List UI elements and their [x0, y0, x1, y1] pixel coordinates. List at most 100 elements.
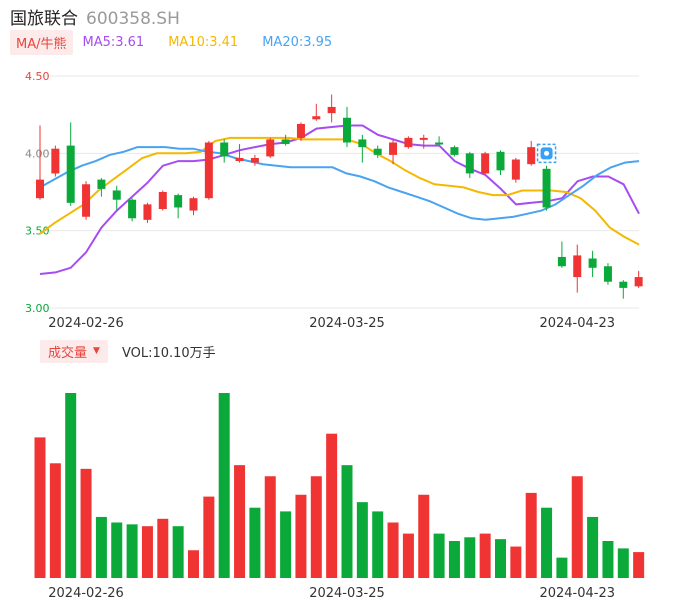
price-grid [40, 75, 639, 309]
candle-body [450, 147, 459, 155]
volume-bar [326, 433, 338, 578]
candle-body [220, 142, 229, 157]
candle [542, 165, 551, 211]
volume-bar [617, 548, 629, 578]
volume-bar [341, 465, 353, 578]
candle-body [419, 137, 428, 140]
candle-body [358, 139, 367, 148]
candle-body [174, 195, 183, 208]
candle-body [296, 123, 305, 138]
volume-bar [402, 533, 414, 578]
ma-legend: MA/牛熊 MA5:3.61 MA10:3.41 MA20:3.95 [10, 29, 332, 55]
volume-bar [356, 502, 368, 578]
volume-bar [602, 541, 614, 578]
candle [496, 150, 505, 175]
candle-body [143, 204, 152, 220]
volume-bars [34, 393, 645, 578]
volume-bar [264, 476, 276, 578]
volume-bar [95, 516, 107, 578]
candle-body [66, 145, 75, 203]
y-tick-label: 3.50 [25, 225, 50, 238]
candle-body [527, 147, 536, 165]
candle-body [481, 153, 490, 174]
volume-bar [510, 546, 522, 578]
candle-body [511, 159, 520, 180]
volume-bar [141, 526, 153, 578]
volume-bar [188, 550, 199, 578]
volume-header: 成交量 ▼ VOL:10.10万手 [40, 339, 216, 363]
x-tick-label: 2024-04-23 [539, 586, 615, 601]
y-tick-label: 3.00 [25, 302, 50, 315]
volume-bar [65, 393, 77, 578]
candle [220, 139, 229, 163]
volume-bar [556, 557, 568, 578]
candle [158, 190, 167, 211]
volume-bar [249, 507, 261, 578]
candle-body [634, 277, 643, 287]
candle-body [573, 255, 582, 278]
candle-body [158, 192, 167, 210]
candle-body [36, 179, 44, 199]
x-tick-label: 2024-04-23 [539, 316, 615, 331]
candlesticks [36, 94, 643, 299]
candle [419, 134, 428, 149]
candle-body [588, 258, 597, 268]
highlight-marker [536, 143, 557, 164]
candle-body [266, 139, 275, 157]
candle-body [404, 137, 413, 148]
volume-indicator-label: 成交量 [48, 345, 88, 361]
candle-body [327, 106, 336, 114]
candle [619, 280, 628, 299]
candle [481, 151, 490, 175]
candle [204, 140, 213, 200]
stock-header: 国旅联合 600358.SH [10, 4, 180, 29]
candle [82, 181, 91, 220]
candle [327, 94, 336, 123]
candle [343, 106, 351, 148]
volume-bar [448, 541, 460, 578]
candle-body [603, 266, 612, 282]
volume-bar [571, 476, 583, 578]
volume-bar [234, 465, 246, 578]
candle [358, 134, 367, 163]
ma-lines [39, 124, 640, 275]
volume-bar [525, 492, 537, 578]
y-tick-label: 4.50 [25, 70, 50, 83]
volume-bar [433, 533, 445, 578]
date-axis-top: 2024-02-26 2024-03-25 2024-04-23 [48, 316, 615, 331]
candle-body [189, 198, 198, 211]
candle [189, 196, 198, 216]
volume-bar [387, 522, 399, 578]
candle-body [235, 157, 244, 162]
marker-frame [536, 143, 557, 164]
candle [112, 185, 121, 211]
volume-indicator-selector[interactable]: 成交量 ▼ [40, 339, 108, 363]
candle [373, 145, 382, 158]
candle [603, 263, 612, 285]
candle-body [250, 157, 259, 163]
candle-body [281, 139, 290, 145]
candle [66, 122, 75, 206]
candle-body [128, 199, 137, 219]
candle [404, 136, 413, 149]
ma-indicator-selector[interactable]: MA/牛熊 [10, 29, 73, 55]
candle [97, 178, 106, 197]
volume-value: VOL:10.10万手 [121, 345, 216, 361]
volume-bar [34, 437, 46, 578]
stock-name: 国旅联合 [10, 9, 78, 29]
volume-bar [126, 524, 138, 578]
volume-bar [495, 539, 506, 578]
volume-bar [203, 496, 215, 578]
volume-bar [280, 511, 292, 578]
candle [36, 125, 44, 200]
volume-bar [157, 518, 169, 578]
candle-body [496, 151, 505, 171]
candle-body [51, 148, 60, 174]
x-tick-label: 2024-02-26 [48, 316, 124, 331]
candle [174, 193, 183, 219]
candle [465, 151, 474, 179]
candle [281, 134, 290, 146]
volume-bar [111, 522, 123, 578]
candle [511, 157, 520, 183]
